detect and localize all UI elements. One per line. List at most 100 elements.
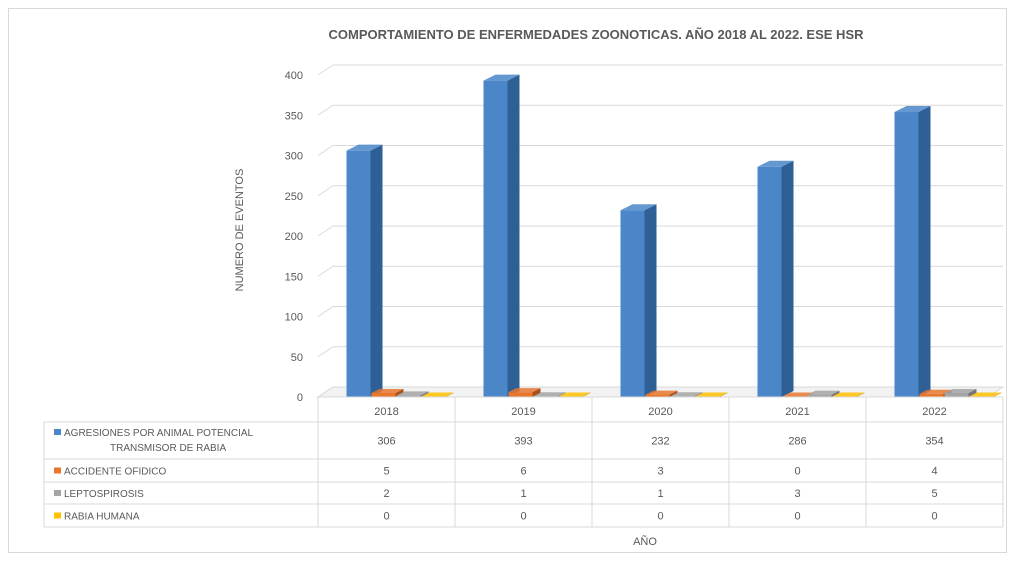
legend-label-line: TRANSMISOR DE RABIA [110,443,226,454]
bar-side [831,390,840,397]
bar-side [532,388,541,397]
bar-accidente-ofidico [919,393,944,397]
bar-accidente-ofidico [371,392,396,397]
x-category-label: 2020 [648,406,672,418]
bar-top [670,392,703,397]
gridline-wall [317,346,334,358]
bar-top [346,144,383,151]
data-cell: 0 [794,511,800,523]
bar-top [620,204,657,211]
legend-key [54,512,61,519]
bar-side [557,392,566,397]
bar-side [370,144,383,397]
bar-top [894,106,931,113]
x-category-label: 2022 [922,406,946,418]
bar-top [645,390,678,395]
bar-top [695,392,728,397]
bar-agresiones-por-animal-potencial-transmisor-de-rabia [757,166,782,397]
data-cell: 6 [520,466,526,478]
data-cell: 286 [788,436,806,448]
y-tick-label: 100 [285,312,303,324]
bar-side [507,74,520,397]
legend-label: RABIA HUMANA [64,512,140,523]
data-cell: 4 [931,466,937,478]
gridline-wall [317,265,334,277]
bar-agresiones-por-animal-potencial-transmisor-de-rabia [620,210,645,397]
bar-side [445,392,454,397]
y-tick-label: 150 [285,271,303,283]
y-tick-label: 400 [285,70,303,82]
bar-top [944,388,977,393]
x-category-label: 2021 [785,406,809,418]
gridline-wall [317,64,334,76]
bar-top [421,392,454,397]
data-cell: 393 [514,436,532,448]
y-tick-label: 250 [285,191,303,203]
bar-top [508,388,541,393]
y-tick-label: 350 [285,110,303,122]
bar-top [558,392,591,397]
data-cell: 0 [657,511,663,523]
bar-top [782,392,815,397]
bar-side [644,204,657,397]
chart-title: COMPORTAMIENTO DE ENFERMEDADES ZOONOTICA… [328,27,864,42]
y-axis-label: NUMERO DE EVENTOS [234,169,246,292]
gridline-wall [317,225,334,237]
data-cell: 1 [657,488,663,500]
x-category-label: 2018 [374,406,398,418]
gridline-wall [317,104,334,116]
data-cell: 0 [383,511,389,523]
bar-top [533,392,566,397]
gridline-wall [317,185,334,197]
bar-top [807,390,840,395]
bar-side [694,392,703,397]
bar-side [918,106,931,397]
legend-key [54,490,61,496]
data-cell: 0 [520,511,526,523]
bar-top [919,389,952,394]
bar-accidente-ofidico [508,392,533,397]
legend-label: ACCIDENTE OFIDICO [64,467,166,478]
x-axis-label: AÑO [633,535,657,548]
bar-side [420,391,429,397]
data-cell: 354 [925,436,943,448]
data-cell: 306 [377,436,395,448]
data-cell: 3 [794,488,800,500]
bar-top [757,160,794,167]
bar-leptospirosis [396,395,421,397]
bar-side [669,390,678,397]
bar-side [856,392,865,397]
data-cell: 0 [794,466,800,478]
bar-side [582,392,591,397]
data-cell: 0 [931,511,937,523]
bar-top [969,392,1002,397]
legend-key [54,467,61,474]
legend-key [54,429,61,435]
chart-frame [8,8,1007,553]
bar-side [719,392,728,397]
y-tick-label: 300 [285,151,303,163]
bar-agresiones-por-animal-potencial-transmisor-de-rabia [894,112,919,397]
gridline-wall [317,306,334,317]
y-tick-label: 0 [297,392,303,404]
bar-leptospirosis [944,392,969,397]
bar-top [396,391,429,396]
bar-agresiones-por-animal-potencial-transmisor-de-rabia [483,80,508,397]
y-tick-label: 50 [291,352,303,364]
bar-side [781,160,794,397]
bar-top [483,74,520,81]
data-cell: 5 [383,466,389,478]
data-cell: 1 [520,488,526,500]
y-tick-label: 200 [285,231,303,243]
bar-top [832,392,865,397]
legend-label: AGRESIONES POR ANIMAL POTENCIAL TRANSMISO… [64,428,254,454]
data-cell: 5 [931,488,937,500]
bar-side [993,392,1002,397]
bar-leptospirosis [807,394,832,397]
data-cell: 232 [651,436,669,448]
bar-top [371,388,404,393]
legend-label: LEPTOSPIROSIS [64,489,144,500]
gridline-wall [317,145,334,156]
data-cell: 3 [657,466,663,478]
